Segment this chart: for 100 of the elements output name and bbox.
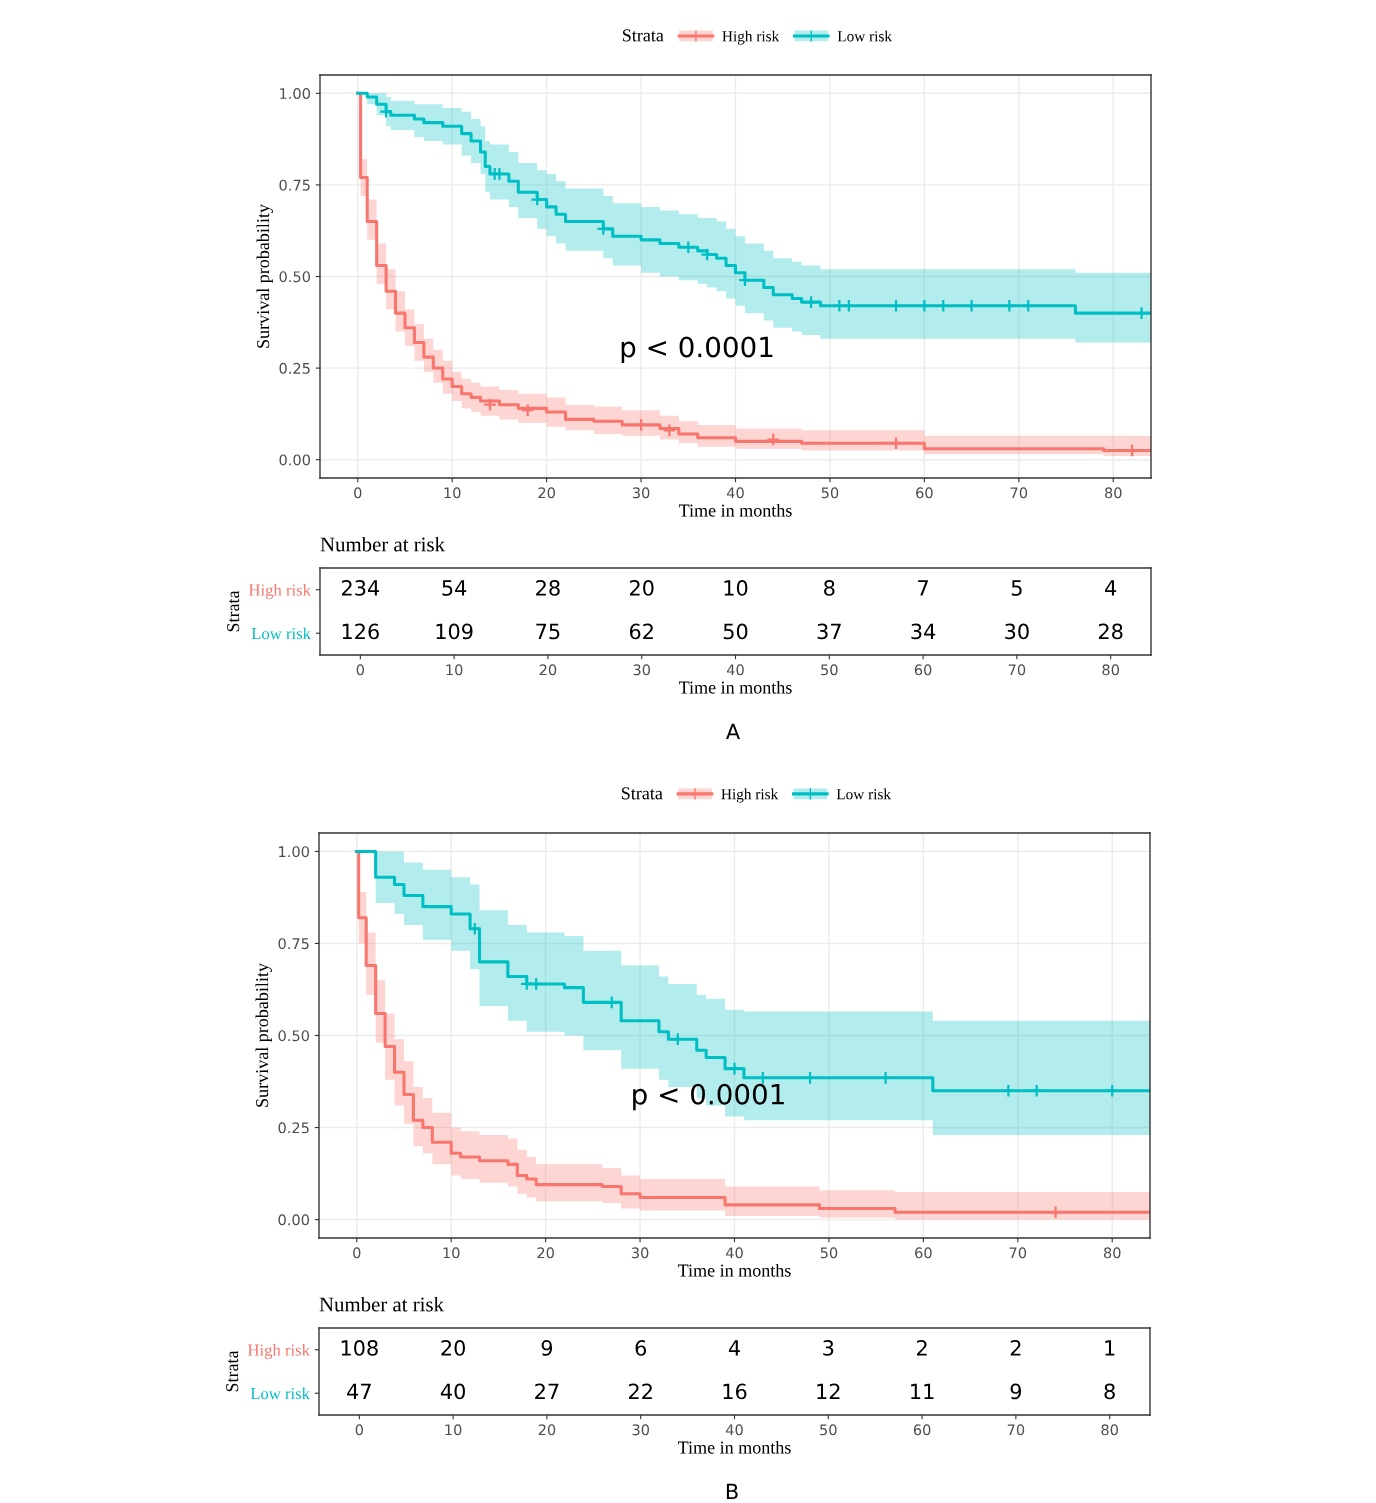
x-tick-label: 20 xyxy=(537,1247,554,1259)
y-tick-label: 0.75 xyxy=(278,938,309,950)
x-tick-label: 60 xyxy=(916,487,933,499)
y-axis-title: Strata xyxy=(227,590,240,632)
y-tick-label: High risk xyxy=(248,583,311,600)
x-tick-label: 40 xyxy=(725,1424,743,1436)
annotation: p < 0.0001 xyxy=(633,1083,784,1111)
x-tick-label: 70 xyxy=(1010,487,1028,499)
legend-label: Low risk xyxy=(837,30,893,42)
data-label: 16 xyxy=(723,1383,747,1400)
x-tick-label: 40 xyxy=(725,1247,743,1259)
y-axis-title: Survival probability xyxy=(256,204,273,348)
x-tick-label: 50 xyxy=(821,487,839,499)
data-label: 7 xyxy=(918,580,928,596)
data-label: 37 xyxy=(817,623,841,640)
legend-title: Strata xyxy=(621,787,663,800)
y-tick-label: 0.25 xyxy=(279,362,310,374)
x-tick-label: 30 xyxy=(631,1247,649,1259)
x-tick-label: 80 xyxy=(1101,1424,1118,1436)
data-label: 9 xyxy=(541,1340,553,1356)
data-label: 108 xyxy=(341,1340,378,1356)
y-tick-label: High risk xyxy=(247,1343,310,1360)
x-tick-label: 10 xyxy=(445,1424,462,1436)
x-tick-label: 60 xyxy=(914,664,932,676)
data-label: 34 xyxy=(911,623,936,640)
data-label: 20 xyxy=(441,1340,465,1356)
x-axis-title: Time in months xyxy=(678,680,792,694)
x-tick-label: 70 xyxy=(1007,1424,1025,1436)
y-axis-title: Survival probability xyxy=(255,963,272,1107)
chart-title: Number at risk xyxy=(320,536,445,552)
legend-label: Low risk xyxy=(836,788,892,800)
x-tick-label: 70 xyxy=(1009,1247,1027,1259)
data-label: 1 xyxy=(1105,1340,1115,1356)
data-label: 8 xyxy=(824,580,835,596)
y-tick-label: 0.75 xyxy=(279,179,310,191)
x-tick-label: 0 xyxy=(355,1424,363,1436)
data-label: 50 xyxy=(723,623,748,640)
data-label: 5 xyxy=(1011,580,1022,596)
data-label: 20 xyxy=(629,580,654,596)
data-label: 10 xyxy=(724,580,748,596)
data-label: 47 xyxy=(347,1383,371,1399)
x-tick-label: 70 xyxy=(1008,664,1026,676)
x-tick-label: 10 xyxy=(443,1247,460,1259)
text: B xyxy=(726,1483,738,1500)
data-label: 27 xyxy=(535,1383,559,1399)
x-tick-label: 60 xyxy=(913,1424,931,1436)
data-label: 2 xyxy=(916,1340,927,1356)
legend-label: High risk xyxy=(722,30,780,45)
data-label: 62 xyxy=(629,623,653,640)
data-label: 30 xyxy=(1005,623,1029,640)
data-label: 6 xyxy=(635,1340,647,1356)
annotation: p < 0.0001 xyxy=(621,336,773,363)
data-label: 22 xyxy=(628,1383,652,1399)
legend-title: Strata xyxy=(622,29,664,42)
y-tick-label: 0.00 xyxy=(278,1214,309,1226)
data-label: 4 xyxy=(728,1340,740,1356)
data-label: 75 xyxy=(536,623,560,640)
y-tick-label: 1.00 xyxy=(279,846,309,858)
y-tick-label: 0.50 xyxy=(279,271,310,283)
chart-title: Number at risk xyxy=(319,1296,444,1312)
x-tick-label: 0 xyxy=(356,664,364,676)
x-tick-label: 60 xyxy=(915,1247,932,1259)
x-tick-label: 20 xyxy=(538,487,555,499)
data-label: 40 xyxy=(440,1383,465,1400)
legend-label: High risk xyxy=(721,788,779,803)
y-tick-label: 0.25 xyxy=(278,1122,309,1134)
x-tick-label: 30 xyxy=(632,1424,650,1436)
x-tick-label: 20 xyxy=(539,664,557,676)
x-tick-label: 80 xyxy=(1102,664,1119,676)
x-axis-title: Time in months xyxy=(677,1440,791,1454)
y-axis-title: Strata xyxy=(226,1350,239,1392)
data-label: 2 xyxy=(1010,1340,1021,1356)
data-label: 4 xyxy=(1105,580,1117,596)
data-label: 12 xyxy=(817,1383,840,1399)
x-tick-label: 10 xyxy=(446,664,463,676)
x-tick-label: 30 xyxy=(632,487,650,499)
x-tick-label: 80 xyxy=(1104,487,1122,499)
x-tick-label: 0 xyxy=(353,1247,361,1259)
x-tick-label: 20 xyxy=(538,1424,556,1436)
y-tick-label: 1.00 xyxy=(280,88,310,100)
x-tick-label: 0 xyxy=(354,487,362,499)
y-tick-label: Low risk xyxy=(251,627,311,640)
data-label: 54 xyxy=(442,580,467,596)
x-tick-label: 30 xyxy=(633,664,651,676)
x-tick-label: 10 xyxy=(444,487,461,499)
y-tick-label: 0.00 xyxy=(279,454,310,466)
y-tick-label: 0.50 xyxy=(278,1030,309,1042)
data-label: 3 xyxy=(823,1340,834,1356)
x-tick-label: 50 xyxy=(821,664,838,676)
x-axis-title: Time in months xyxy=(678,503,792,517)
data-label: 28 xyxy=(536,580,560,596)
data-label: 8 xyxy=(1104,1383,1115,1400)
data-label: 9 xyxy=(1010,1383,1022,1400)
data-label: 11 xyxy=(911,1383,934,1399)
data-label: 109 xyxy=(436,623,473,640)
data-label: 28 xyxy=(1098,623,1123,640)
data-label: 234 xyxy=(341,580,380,596)
x-tick-label: 80 xyxy=(1103,1247,1121,1259)
x-tick-label: 50 xyxy=(820,1247,838,1259)
x-tick-label: 50 xyxy=(820,1424,837,1436)
